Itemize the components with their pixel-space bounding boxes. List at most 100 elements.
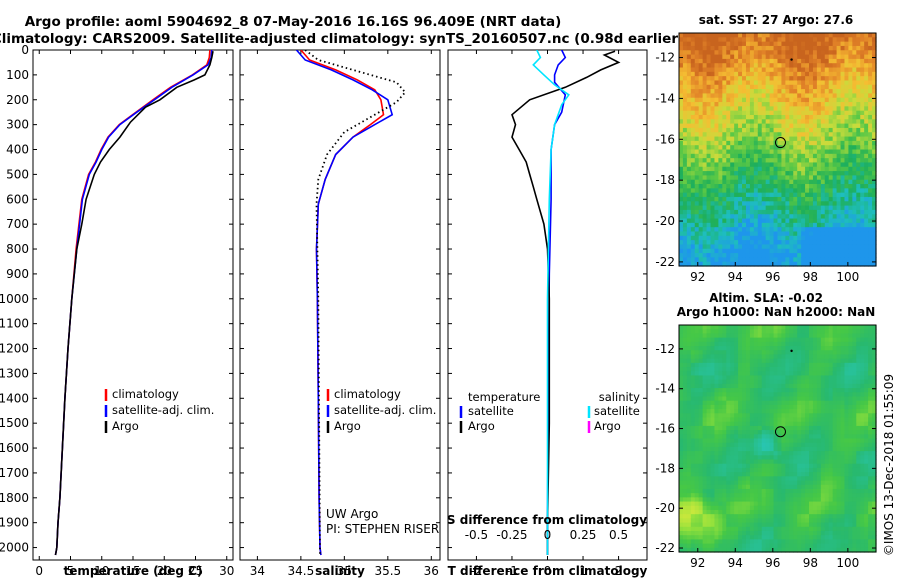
sst_map-cell xyxy=(726,37,731,43)
sla_map-cell xyxy=(753,509,759,515)
sla_map-cell xyxy=(706,505,712,511)
sst_map-cell xyxy=(797,114,802,120)
sst_map-cell xyxy=(690,123,696,129)
sla_map-cell xyxy=(714,493,719,498)
sla_map-cell xyxy=(765,480,771,486)
sst_map-cell xyxy=(816,201,822,207)
sst_map-cell xyxy=(761,261,767,267)
sla_map-cell xyxy=(749,430,755,435)
sla_map-cell xyxy=(809,467,814,473)
sla_map-cell xyxy=(805,392,810,398)
sst_map-cell xyxy=(714,153,719,159)
sst_map-cell xyxy=(761,222,767,228)
sla_map-cell xyxy=(679,530,684,536)
sla_map-cell xyxy=(726,514,731,519)
sst_map-cell xyxy=(718,253,723,258)
sst_map-cell xyxy=(832,209,838,215)
sst_map-cell xyxy=(820,196,826,202)
sla_map-cell xyxy=(777,417,783,423)
sla_map-cell xyxy=(749,451,755,456)
sst_map-cell xyxy=(777,102,783,107)
sst_map-cell xyxy=(702,41,708,47)
sla_map-cell xyxy=(812,484,818,490)
sla_map-cell xyxy=(730,421,735,427)
sla_map-cell xyxy=(686,472,692,477)
sst_map-cell xyxy=(738,54,743,60)
sla_map-cell xyxy=(801,392,806,398)
sst_map-cell xyxy=(824,140,830,146)
sst_map-cell xyxy=(801,158,806,164)
sla_map-cell xyxy=(730,413,735,419)
sst_map-cell xyxy=(718,153,723,159)
sst_map-cell xyxy=(801,41,806,47)
sla_map-cell xyxy=(722,438,727,444)
sst_map-cell xyxy=(789,84,794,90)
sla_map-cell xyxy=(734,505,739,511)
diff-top-xtick-label: -0.25 xyxy=(496,528,527,542)
sst_map-cell xyxy=(690,33,696,38)
sst_map-cell xyxy=(702,45,708,51)
sla_map-cell xyxy=(686,497,692,503)
sla_map-cell xyxy=(679,509,684,515)
sla_map-cell xyxy=(777,518,783,524)
sla_map-cell xyxy=(734,325,739,330)
sla_map-cell xyxy=(714,467,719,473)
sla_map-cell xyxy=(679,329,684,334)
sst_map-cell xyxy=(844,58,850,64)
sla_map-cell xyxy=(793,350,798,356)
sst_map-cell xyxy=(738,205,743,211)
sla_map-cell xyxy=(809,367,814,372)
sla_map-cell xyxy=(765,350,771,356)
sla_map-cell xyxy=(753,358,759,364)
sst_map-cell xyxy=(860,175,865,181)
sst_map-cell xyxy=(761,227,767,233)
sla_map-cell xyxy=(777,472,783,477)
sst_map-cell xyxy=(864,257,869,263)
sst_map-cell xyxy=(848,102,853,107)
sst_map-cell xyxy=(816,41,822,47)
sst_map-cell xyxy=(710,153,716,159)
sst_map-cell xyxy=(836,80,842,86)
sla_map-cell xyxy=(706,333,712,339)
sla_map-cell xyxy=(812,480,818,486)
sla_map-cell xyxy=(718,409,723,414)
sst_map-cell xyxy=(706,71,712,77)
sst_map-cell xyxy=(749,214,755,220)
sst_map-cell xyxy=(726,84,731,90)
sla_map-cell xyxy=(726,337,731,343)
sst_map-cell xyxy=(761,153,767,159)
sst_map-cell xyxy=(860,37,865,43)
sst_map-cell xyxy=(840,179,846,185)
sla_map-cell xyxy=(793,484,798,490)
sla_map-cell xyxy=(816,383,822,389)
sst_map-cell xyxy=(734,140,739,146)
salinity-series-satellite xyxy=(295,50,394,556)
sst_map-cell xyxy=(781,166,786,172)
sst_map-cell xyxy=(781,97,786,103)
sst_map-cell xyxy=(856,132,861,138)
sst_map-cell xyxy=(805,63,810,69)
sst_map-cell xyxy=(730,80,735,86)
sla_map-cell xyxy=(769,362,775,368)
sla_map-cell xyxy=(785,388,790,393)
sst_map-cell xyxy=(848,166,853,172)
sla_map-cell xyxy=(745,333,751,339)
sla_map-cell xyxy=(738,421,743,427)
sst_map-cell xyxy=(698,188,704,194)
sst_map-cell xyxy=(726,145,731,151)
sla_map-cell xyxy=(710,505,716,511)
sla_map-cell xyxy=(777,392,783,398)
sst_map-cell xyxy=(738,257,743,263)
sst_map-cell xyxy=(824,261,830,267)
sla_map-cell xyxy=(773,518,779,524)
sla_map-cell xyxy=(812,362,818,368)
sst_map-cell xyxy=(793,196,798,202)
sla_map-cell xyxy=(702,409,708,414)
sst_map-cell xyxy=(809,153,814,159)
sla_map-cell xyxy=(769,367,775,372)
sst_map-cell xyxy=(722,50,727,56)
sst_map-cell xyxy=(777,54,783,60)
sst_map-cell xyxy=(738,84,743,90)
sst_map-cell xyxy=(686,132,692,138)
sla_map-cell xyxy=(753,371,759,377)
